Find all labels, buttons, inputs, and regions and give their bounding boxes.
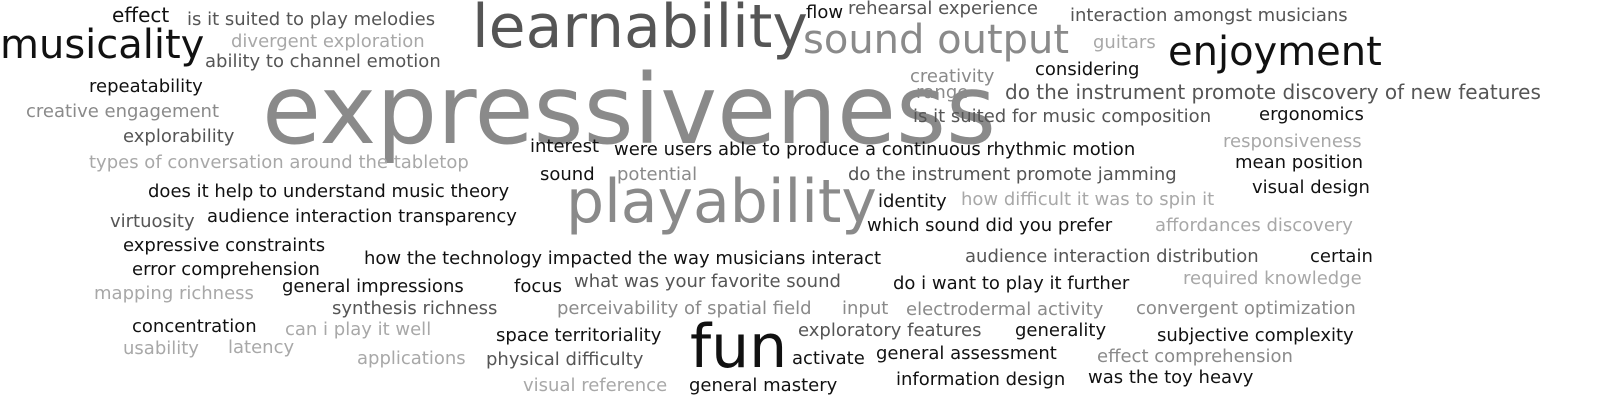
- word-effect: effect: [112, 3, 170, 27]
- word-virtuosity: virtuosity: [110, 211, 195, 232]
- word-subjective-complexity: subjective complexity: [1157, 325, 1354, 346]
- word-playability: playability: [566, 167, 877, 237]
- word-sound-output: sound output: [803, 17, 1070, 63]
- word-were-users-able-to-produce-a-continuous-rhythmic-motion: were users able to produce a continuous …: [614, 139, 1136, 160]
- word-responsiveness: responsiveness: [1223, 131, 1362, 152]
- word-applications: applications: [357, 348, 466, 369]
- word-repeatability: repeatability: [89, 76, 203, 97]
- word-affordances-discovery: affordances discovery: [1155, 215, 1353, 236]
- word-activate: activate: [792, 348, 865, 369]
- word-general-assessment: general assessment: [876, 343, 1057, 364]
- word-learnability: learnability: [472, 0, 808, 62]
- word-electrodermal-activity: electrodermal activity: [906, 299, 1104, 320]
- word-do-the-instrument-promote-discovery-of-new-features: do the instrument promote discovery of n…: [1005, 80, 1541, 104]
- word-is-it-suited-for-music-composition: is it suited for music composition: [913, 106, 1212, 127]
- word-was-the-toy-heavy: was the toy heavy: [1088, 367, 1254, 388]
- word-visual-reference: visual reference: [523, 375, 668, 396]
- word-potential: potential: [617, 164, 698, 185]
- word-flow: flow: [806, 2, 844, 23]
- word-required-knowledge: required knowledge: [1183, 268, 1362, 289]
- word-focus: focus: [514, 276, 563, 297]
- word-certain: certain: [1310, 246, 1373, 267]
- word-enjoyment: enjoyment: [1168, 29, 1382, 75]
- word-interest: interest: [530, 136, 600, 157]
- word-error-comprehension: error comprehension: [132, 259, 320, 280]
- word-do-i-want-to-play-it-further: do i want to play it further: [893, 273, 1130, 294]
- word-expressiveness: expressiveness: [262, 54, 997, 166]
- word-range: range: [916, 82, 969, 103]
- word-audience-interaction-distribution: audience interaction distribution: [965, 246, 1259, 267]
- word-is-it-suited-to-play-melodies: is it suited to play melodies: [187, 9, 436, 30]
- word-musicality: musicality: [0, 22, 205, 68]
- word-creativity: creativity: [910, 66, 995, 87]
- word-does-it-help-to-understand-music-theory: does it help to understand music theory: [148, 181, 510, 202]
- word-convergent-optimization: convergent optimization: [1136, 298, 1356, 319]
- word-ergonomics: ergonomics: [1259, 104, 1364, 125]
- word-concentration: concentration: [132, 316, 257, 337]
- word-physical-difficulty: physical difficulty: [486, 349, 644, 370]
- word-divergent-exploration: divergent exploration: [231, 31, 425, 52]
- word-space-territoriality: space territoriality: [496, 325, 662, 346]
- word-guitars: guitars: [1093, 32, 1156, 53]
- word-information-design: information design: [896, 369, 1066, 390]
- word-identity: identity: [878, 191, 947, 212]
- word-generality: generality: [1015, 320, 1107, 341]
- word-rehearsal-experience: rehearsal experience: [848, 0, 1038, 19]
- word-creative-engagement: creative engagement: [26, 101, 220, 122]
- word-interaction-amongst-musicians: interaction amongst musicians: [1070, 5, 1348, 26]
- word-what-was-your-favorite-sound: what was your favorite sound: [574, 271, 841, 292]
- word-considering: considering: [1035, 59, 1140, 80]
- word-ability-to-channel-emotion: ability to channel emotion: [205, 51, 441, 72]
- word-input: input: [842, 298, 889, 319]
- word-expressive-constraints: expressive constraints: [123, 235, 326, 256]
- word-fun: fun: [690, 312, 788, 382]
- word-mean-position: mean position: [1235, 152, 1364, 173]
- word-effect-comprehension: effect comprehension: [1097, 346, 1293, 367]
- word-how-the-technology-impacted-the-way-musicians-interact: how the technology impacted the way musi…: [364, 248, 882, 269]
- word-types-of-conversation-around-the-tabletop: types of conversation around the tableto…: [89, 152, 469, 173]
- word-usability: usability: [123, 338, 199, 359]
- word-exploratory-features: exploratory features: [798, 320, 982, 341]
- word-general-impressions: general impressions: [282, 276, 464, 297]
- word-how-difficult-it-was-to-spin-it: how difficult it was to spin it: [961, 189, 1215, 210]
- word-synthesis-richness: synthesis richness: [332, 298, 498, 319]
- word-audience-interaction-transparency: audience interaction transparency: [207, 206, 517, 227]
- word-explorability: explorability: [123, 126, 235, 147]
- word-which-sound-did-you-prefer: which sound did you prefer: [867, 215, 1113, 236]
- word-visual-design: visual design: [1252, 177, 1370, 198]
- word-mapping-richness: mapping richness: [94, 283, 254, 304]
- word-do-the-instrument-promote-jamming: do the instrument promote jamming: [848, 164, 1177, 185]
- word-sound: sound: [540, 164, 595, 185]
- word-perceivability-of-spatial-field: perceivability of spatial field: [557, 298, 812, 319]
- word-latency: latency: [228, 337, 295, 358]
- word-general-mastery: general mastery: [689, 375, 838, 396]
- word-can-i-play-it-well: can i play it well: [285, 319, 432, 340]
